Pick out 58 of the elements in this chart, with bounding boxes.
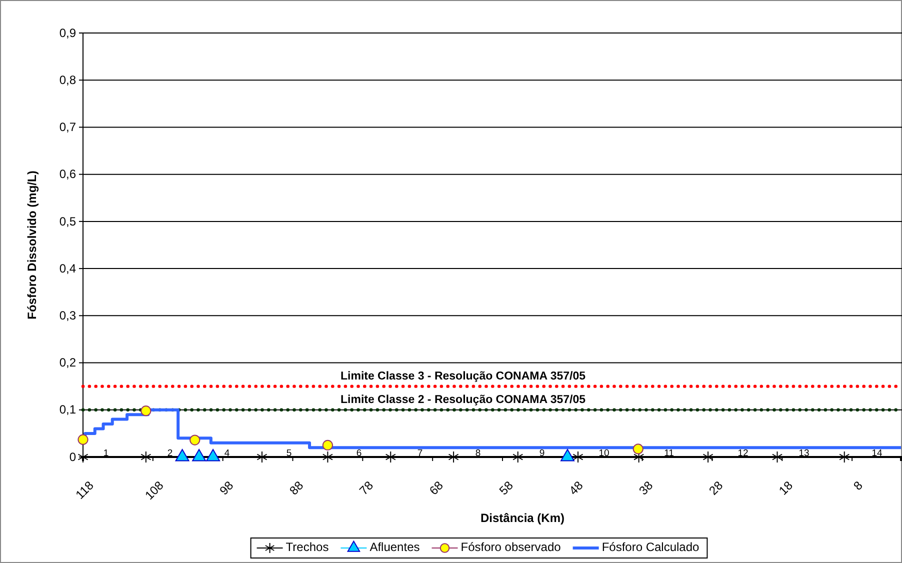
annotation: 11 bbox=[664, 448, 674, 459]
point bbox=[632, 444, 644, 454]
y-tick-label: 0 bbox=[69, 450, 76, 464]
annotation: 10 bbox=[598, 448, 610, 459]
annotation: 6 bbox=[356, 448, 362, 459]
point bbox=[322, 440, 334, 451]
y-axis-title: Fósforo Dissolvido (mg/L) bbox=[25, 170, 39, 320]
x-tick-label: 58 bbox=[496, 478, 516, 498]
point bbox=[512, 451, 524, 463]
legend-label: Fósforo observado bbox=[460, 540, 562, 554]
y-tick-label: 0,6 bbox=[59, 167, 76, 182]
y-tick-label: 0,8 bbox=[59, 72, 76, 87]
x-tick-label: 28 bbox=[706, 478, 726, 498]
point bbox=[839, 451, 850, 463]
x-tick-label: 88 bbox=[286, 478, 306, 498]
annotation: 9 bbox=[539, 448, 545, 459]
point bbox=[772, 451, 783, 463]
point bbox=[322, 451, 333, 463]
y-tick-label: 0,3 bbox=[59, 308, 76, 323]
y-tick-label: 0,9 bbox=[59, 26, 76, 40]
x-tick-label: 8 bbox=[850, 478, 866, 494]
x-tick-label: 48 bbox=[566, 478, 586, 498]
x-tick-label: 118 bbox=[72, 478, 97, 502]
x-tick-label: 18 bbox=[776, 478, 796, 498]
x-tick-label: 108 bbox=[142, 478, 166, 502]
point bbox=[702, 451, 714, 463]
point bbox=[256, 451, 268, 463]
point bbox=[385, 451, 396, 463]
annotation: 1 bbox=[103, 448, 109, 459]
point bbox=[78, 434, 88, 445]
x-tick-label: 98 bbox=[216, 478, 236, 498]
point bbox=[572, 451, 584, 463]
x-axis-title: Distância (Km) bbox=[480, 511, 565, 525]
annotation: 12 bbox=[738, 448, 748, 459]
annotation: 4 bbox=[224, 448, 230, 459]
annotation: 14 bbox=[872, 448, 882, 459]
y-tick-label: 0,7 bbox=[59, 120, 76, 134]
y-tick-label: 0,4 bbox=[59, 261, 76, 276]
point bbox=[140, 451, 152, 463]
ref-line-label: Limite Classe 2 - Resolução CONAMA 357/05 bbox=[340, 394, 586, 406]
point bbox=[140, 406, 152, 416]
x-tick-label: 38 bbox=[636, 478, 656, 498]
legend-label: Trechos bbox=[286, 540, 329, 554]
x-tick-label: 78 bbox=[356, 478, 376, 498]
annotation: 5 bbox=[286, 448, 292, 459]
x-tick-label: 68 bbox=[426, 478, 446, 498]
point bbox=[190, 434, 200, 446]
ref-line-label: Limite Classe 3 - Resolução CONAMA 357/05 bbox=[340, 370, 586, 382]
annotation: 7 bbox=[417, 448, 423, 459]
annotation: 8 bbox=[475, 448, 481, 459]
legend-label: Fósforo Calculado bbox=[602, 540, 700, 554]
y-tick-label: 0,5 bbox=[59, 214, 76, 228]
legend-label: Afluentes bbox=[370, 540, 420, 554]
point bbox=[448, 451, 459, 463]
annotation: 13 bbox=[798, 448, 810, 459]
y-tick-label: 0,2 bbox=[59, 356, 76, 370]
y-tick-label: 0,1 bbox=[59, 402, 76, 417]
annotation: 2 bbox=[167, 448, 173, 459]
